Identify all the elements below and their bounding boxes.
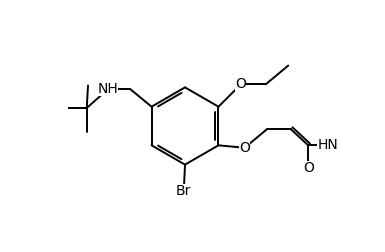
Text: O: O	[239, 141, 250, 155]
Text: NH: NH	[97, 82, 118, 96]
Text: Br: Br	[176, 184, 191, 198]
Text: HN: HN	[318, 138, 338, 152]
Text: O: O	[236, 77, 246, 91]
Text: O: O	[303, 161, 314, 175]
